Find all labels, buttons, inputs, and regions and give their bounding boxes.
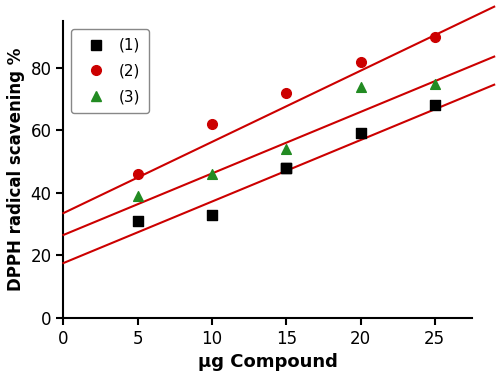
(2) bbox=[282, 90, 290, 96]
Legend: (1), (2), (3): (1), (2), (3) bbox=[71, 29, 149, 113]
(1) bbox=[208, 212, 216, 218]
(1) bbox=[356, 130, 364, 136]
(3) bbox=[134, 193, 141, 199]
(1) bbox=[282, 165, 290, 171]
(2) bbox=[208, 121, 216, 127]
(3) bbox=[356, 84, 364, 90]
(2) bbox=[356, 59, 364, 65]
(2) bbox=[134, 171, 141, 177]
Y-axis label: DPPH radical scavening %: DPPH radical scavening % bbox=[7, 48, 25, 291]
X-axis label: μg Compound: μg Compound bbox=[198, 353, 338, 371]
(2) bbox=[431, 34, 439, 40]
(1) bbox=[282, 165, 290, 171]
(3) bbox=[282, 146, 290, 152]
(3) bbox=[208, 171, 216, 177]
(3) bbox=[431, 81, 439, 87]
(1) bbox=[134, 218, 141, 224]
(1) bbox=[431, 102, 439, 108]
